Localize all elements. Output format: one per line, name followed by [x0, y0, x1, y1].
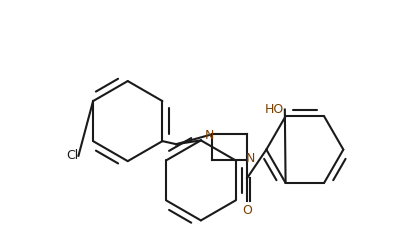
Text: HO: HO — [264, 103, 284, 116]
Text: Cl: Cl — [66, 149, 78, 162]
Text: N: N — [205, 129, 214, 142]
Text: O: O — [242, 204, 252, 217]
Text: N: N — [246, 151, 255, 165]
